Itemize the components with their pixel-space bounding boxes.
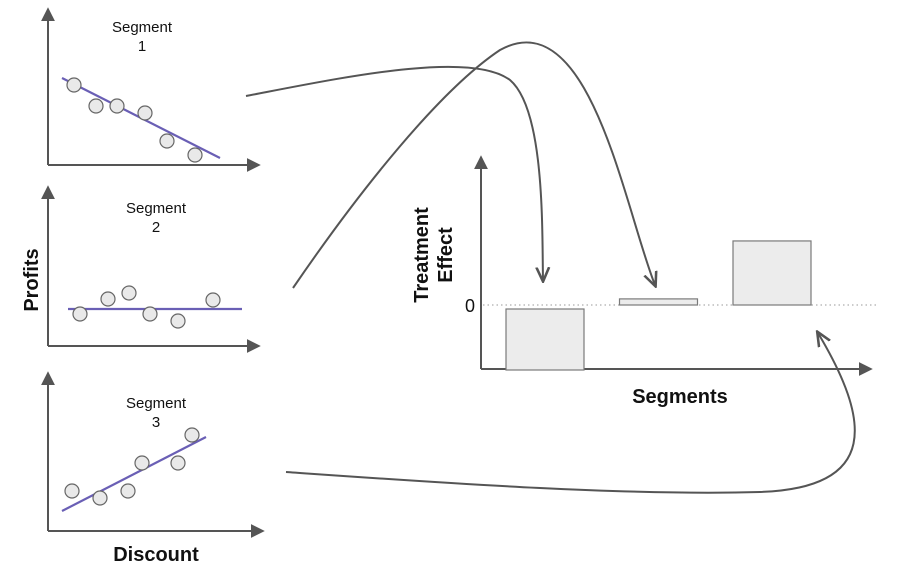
- segment-3-to-bar-3-arrow: [285, 333, 856, 494]
- segment-3-data-point: [64, 483, 80, 499]
- segment-1-to-bar-1-arrow: [245, 65, 543, 280]
- effect-bar-3: [732, 240, 812, 306]
- segment-3-data-point: [134, 455, 150, 471]
- segment-3-title-line2: 3: [152, 414, 160, 431]
- segment-2-data-point: [205, 292, 221, 308]
- profits-axis-label: Profits: [21, 248, 43, 311]
- segment-1-data-point: [66, 77, 82, 93]
- segment-2-data-point: [142, 306, 158, 322]
- segment-1-plot: Segment 1: [41, 7, 261, 172]
- segment-3-data-point: [184, 427, 200, 443]
- segment-3-data-point: [120, 483, 136, 499]
- effect-bar-2: [618, 298, 699, 306]
- segment-1-data-point: [159, 133, 175, 149]
- segment-1-data-point: [109, 98, 125, 114]
- segment-3-title-line1: Segment: [126, 395, 187, 412]
- treatment-effect-label-line2: Effect: [435, 227, 457, 283]
- segment-3-data-point: [170, 455, 186, 471]
- effect-bars: [505, 240, 812, 371]
- discount-axis-label: Discount: [113, 544, 199, 566]
- segment-3-plot: Segment 3: [41, 371, 265, 538]
- treatment-effect-label-line1: Treatment: [411, 207, 433, 303]
- segment-2-data-point: [72, 306, 88, 322]
- segment-1-title-line1: Segment: [112, 19, 173, 36]
- segment-2-data-point: [121, 285, 137, 301]
- segment-2-title-line2: 2: [152, 219, 160, 236]
- segment-1-title-line2: 1: [138, 38, 146, 55]
- segment-2-title-line1: Segment: [126, 200, 187, 217]
- segment-1-data-point: [137, 105, 153, 121]
- zero-tick-label: 0: [465, 296, 475, 316]
- segment-3-trend-line: [61, 436, 207, 512]
- segment-1-data-point: [187, 147, 203, 163]
- segment-2-data-point: [100, 291, 116, 307]
- effect-bar-1: [505, 308, 585, 371]
- segments-axis-label: Segments: [632, 386, 728, 408]
- segment-1-data-point: [88, 98, 104, 114]
- segment-2-to-bar-2-arrow: [292, 41, 655, 288]
- segment-3-data-point: [92, 490, 108, 506]
- treatment-effect-chart: 0 Treatment Effect Segments: [411, 155, 876, 408]
- segment-2-plot: Segment 2: [41, 185, 261, 353]
- segment-2-data-point: [170, 313, 186, 329]
